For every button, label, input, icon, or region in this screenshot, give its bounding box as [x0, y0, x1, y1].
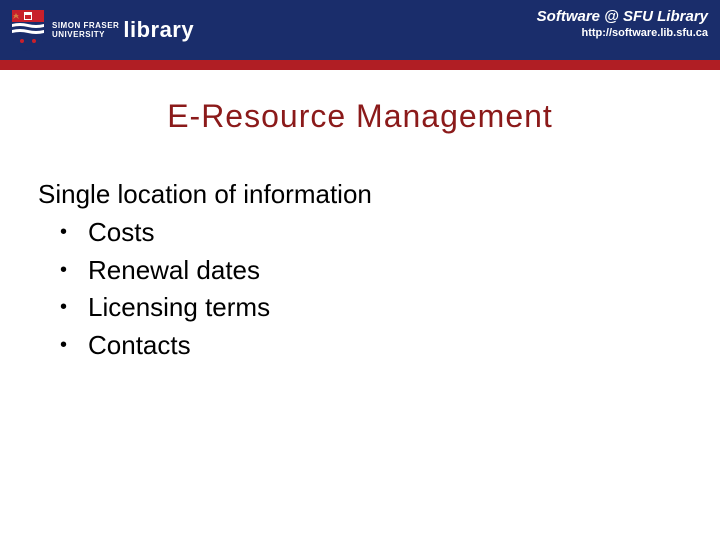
slide-title: E-Resource Management [0, 98, 720, 135]
university-name-line1: SIMON FRASER [52, 21, 119, 30]
list-item: Costs [60, 214, 720, 252]
lead-text: Single location of information [38, 179, 720, 210]
header-url: http://software.lib.sfu.ca [537, 27, 708, 39]
bullet-list: Costs Renewal dates Licensing terms Cont… [60, 214, 720, 365]
slide-header: SIMON FRASER UNIVERSITY library Software… [0, 0, 720, 60]
list-item: Renewal dates [60, 252, 720, 290]
university-shield-icon [10, 8, 46, 52]
slide-content: Single location of information Costs Ren… [38, 179, 720, 365]
header-right-block: Software @ SFU Library http://software.l… [537, 8, 708, 39]
library-wordmark: library [123, 17, 194, 43]
university-name-line2: UNIVERSITY [52, 30, 119, 39]
university-name: SIMON FRASER UNIVERSITY [52, 21, 119, 39]
list-item: Contacts [60, 327, 720, 365]
accent-bar [0, 60, 720, 70]
logo-block: SIMON FRASER UNIVERSITY library [0, 0, 194, 60]
header-software-title: Software @ SFU Library [537, 8, 708, 25]
list-item: Licensing terms [60, 289, 720, 327]
